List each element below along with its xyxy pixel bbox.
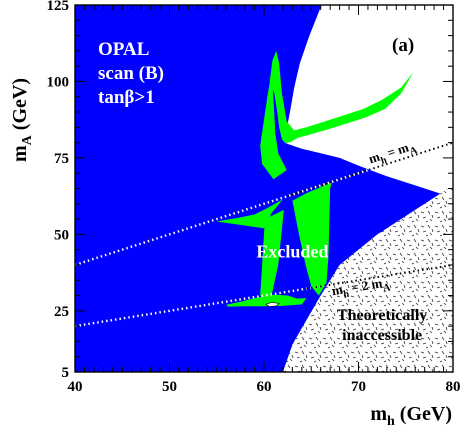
allowed-region	[284, 5, 453, 198]
x-tick-label: 70	[351, 379, 366, 395]
theoretically-inaccessible-region	[282, 185, 453, 372]
green-band-segment	[226, 294, 307, 307]
axis-tick-labels: 40 50 60 70 80 5 25 50 75 100 125	[47, 0, 461, 395]
y-tick-label: 75	[54, 151, 69, 167]
y-tick-label: 100	[47, 74, 70, 90]
y-tick-label: 50	[54, 227, 69, 243]
mh-equals-2mA-label: mh = 2 mA	[331, 274, 392, 302]
y-axis-label: mA (GeV)	[9, 78, 35, 162]
experiment-label: OPAL	[98, 39, 149, 60]
inaccessible-label-line1: Theoretically	[337, 307, 427, 324]
mh-equals-mA-line-segment	[287, 141, 453, 198]
mh-equals-mA-label: mh = mA	[367, 137, 420, 170]
x-tick-label: 80	[446, 379, 461, 395]
excluded-label: Excluded	[256, 241, 328, 261]
mh-equals-mA-line	[75, 141, 453, 267]
condition-label: tanβ>1	[98, 87, 155, 108]
axis-ticks	[74, 4, 454, 373]
x-tick-label: 50	[162, 379, 177, 395]
inaccessible-label-line2: inaccessible	[342, 327, 422, 344]
panel-label: (a)	[392, 35, 414, 56]
green-band-segment	[260, 72, 287, 180]
green-band-segment	[269, 50, 414, 144]
mh-equals-2mA-line	[75, 263, 453, 328]
y-tick-label: 125	[47, 0, 70, 14]
x-tick-label: 40	[68, 379, 83, 395]
green-band-segment	[292, 182, 332, 296]
scan-label: scan (B)	[98, 63, 164, 84]
green-band-segment	[260, 209, 284, 303]
allowed-island	[265, 301, 280, 307]
y-tick-label: 25	[54, 304, 69, 320]
green-band	[216, 50, 414, 307]
x-tick-label: 60	[257, 379, 272, 395]
y-tick-label: 5	[62, 365, 70, 381]
x-axis-label: mh (GeV)	[370, 403, 452, 429]
